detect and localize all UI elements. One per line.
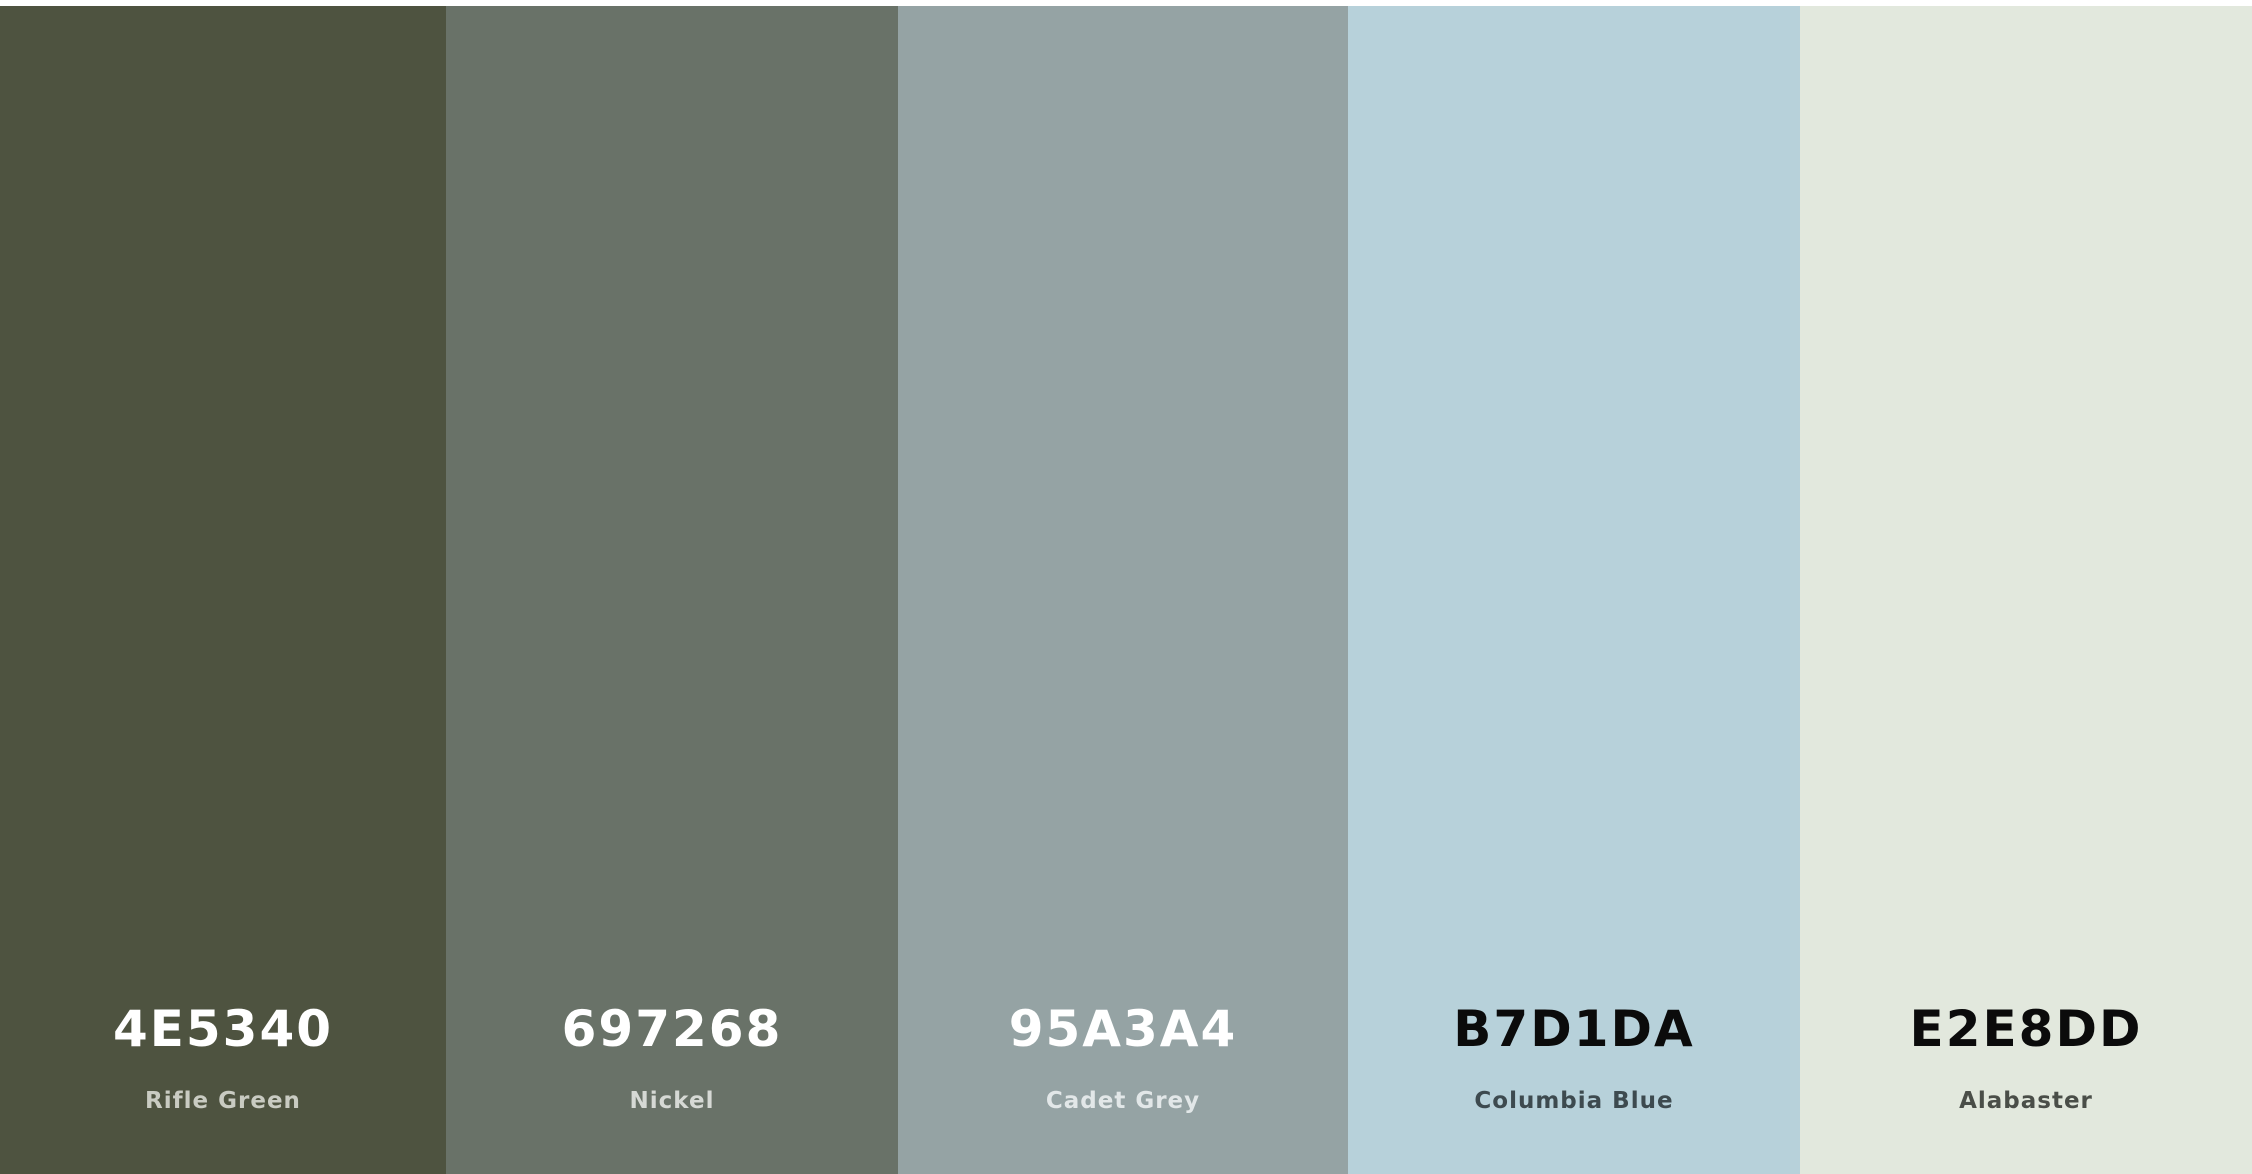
swatch-rifle-green[interactable]: 4E5340 Rifle Green xyxy=(0,6,446,1174)
swatch-nickel[interactable]: 697268 Nickel xyxy=(446,6,898,1174)
swatch-color-name: Columbia Blue xyxy=(1474,1088,1674,1114)
swatch-hex-code[interactable]: 697268 xyxy=(561,1000,783,1058)
swatch-alabaster[interactable]: E2E8DD Alabaster xyxy=(1800,6,2252,1174)
swatch-color-name: Alabaster xyxy=(1959,1088,2093,1114)
swatch-color-name: Cadet Grey xyxy=(1045,1088,1201,1114)
swatch-color-name: Rifle Green xyxy=(145,1088,301,1114)
swatch-color-name: Nickel xyxy=(629,1088,715,1114)
swatch-hex-code[interactable]: 95A3A4 xyxy=(1008,1000,1238,1058)
swatch-hex-code[interactable]: B7D1DA xyxy=(1453,1000,1695,1058)
swatch-hex-code[interactable]: E2E8DD xyxy=(1909,1000,2143,1058)
swatch-cadet-grey[interactable]: 95A3A4 Cadet Grey xyxy=(898,6,1348,1174)
swatch-hex-code[interactable]: 4E5340 xyxy=(112,1000,334,1058)
color-palette: 4E5340 Rifle Green 697268 Nickel 95A3A4 … xyxy=(0,6,2252,1174)
swatch-columbia-blue[interactable]: B7D1DA Columbia Blue xyxy=(1348,6,1800,1174)
